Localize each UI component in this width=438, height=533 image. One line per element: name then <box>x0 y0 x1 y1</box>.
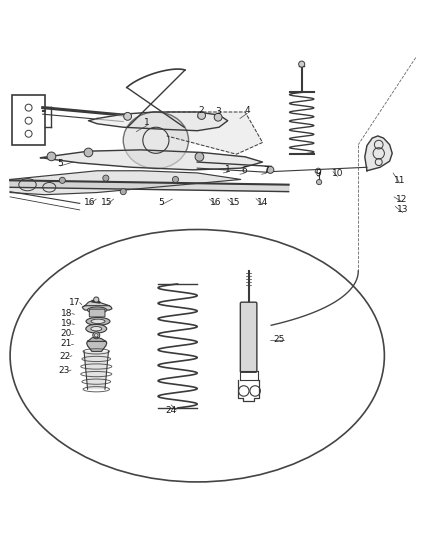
Text: 11: 11 <box>394 176 405 185</box>
Text: 3: 3 <box>215 108 221 117</box>
Circle shape <box>267 166 274 173</box>
Text: 18: 18 <box>61 309 72 318</box>
Polygon shape <box>82 305 112 310</box>
Polygon shape <box>87 341 107 351</box>
Text: 5: 5 <box>57 159 63 168</box>
Text: 7: 7 <box>263 166 269 175</box>
Circle shape <box>103 175 109 181</box>
Polygon shape <box>167 112 262 154</box>
Text: 20: 20 <box>60 329 71 338</box>
Text: 4: 4 <box>244 106 250 115</box>
Text: 1: 1 <box>225 165 230 174</box>
Text: 19: 19 <box>61 319 72 328</box>
Text: 14: 14 <box>257 198 268 207</box>
Circle shape <box>93 332 100 339</box>
Ellipse shape <box>87 307 107 313</box>
Circle shape <box>59 177 65 183</box>
Circle shape <box>95 334 98 337</box>
Polygon shape <box>10 171 241 195</box>
Polygon shape <box>84 351 109 389</box>
Text: 15: 15 <box>101 198 113 207</box>
Ellipse shape <box>86 325 107 333</box>
Text: 24: 24 <box>166 406 177 415</box>
Circle shape <box>84 148 93 157</box>
Circle shape <box>195 152 204 161</box>
Text: 16: 16 <box>210 198 222 207</box>
Ellipse shape <box>86 318 110 325</box>
Circle shape <box>120 189 126 195</box>
Polygon shape <box>10 180 289 192</box>
Circle shape <box>214 114 222 121</box>
Text: 25: 25 <box>273 335 285 344</box>
Polygon shape <box>41 150 262 170</box>
Circle shape <box>173 176 179 182</box>
Text: 17: 17 <box>69 298 80 307</box>
Ellipse shape <box>91 319 105 324</box>
Text: 21: 21 <box>60 339 71 348</box>
Ellipse shape <box>123 112 188 168</box>
Text: 1: 1 <box>144 118 150 127</box>
Circle shape <box>299 61 305 67</box>
Text: 10: 10 <box>332 169 343 179</box>
Text: 23: 23 <box>58 367 69 375</box>
Polygon shape <box>365 136 392 171</box>
Circle shape <box>124 112 131 120</box>
Text: 6: 6 <box>241 166 247 175</box>
Circle shape <box>198 111 205 119</box>
Circle shape <box>317 180 322 184</box>
Ellipse shape <box>91 327 102 331</box>
Text: 16: 16 <box>84 198 95 207</box>
Text: 15: 15 <box>229 198 240 207</box>
FancyBboxPatch shape <box>89 309 105 317</box>
Text: 13: 13 <box>397 205 408 214</box>
Polygon shape <box>88 112 228 131</box>
Text: 2: 2 <box>199 106 205 115</box>
FancyBboxPatch shape <box>240 302 257 372</box>
Circle shape <box>94 297 99 302</box>
Circle shape <box>47 152 56 161</box>
Text: 22: 22 <box>59 352 70 361</box>
Text: 5: 5 <box>159 198 164 207</box>
Text: 9: 9 <box>315 169 321 179</box>
Text: 12: 12 <box>396 195 407 204</box>
